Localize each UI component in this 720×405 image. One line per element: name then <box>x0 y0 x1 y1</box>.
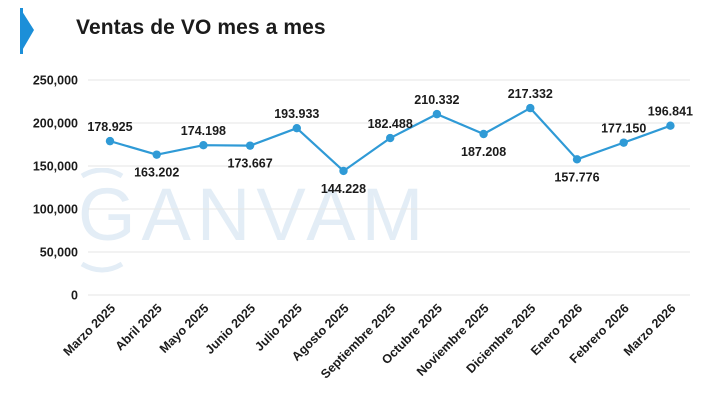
data-point <box>152 150 161 159</box>
y-tick-label: 150,000 <box>33 160 78 174</box>
data-label: 196.841 <box>648 105 693 119</box>
data-point <box>572 155 582 164</box>
data-label: 157.776 <box>554 170 599 184</box>
y-tick-label: 100,000 <box>33 203 78 217</box>
y-tick-label: 0 <box>71 289 78 303</box>
data-label: 182.488 <box>368 117 413 131</box>
data-label: 174.198 <box>181 124 226 138</box>
data-label: 178.925 <box>87 120 132 134</box>
accent-arrow-shape <box>20 8 34 54</box>
data-point <box>339 166 348 176</box>
data-label: 144.228 <box>321 182 366 196</box>
data-label: 173.667 <box>228 157 273 171</box>
data-point <box>479 129 488 139</box>
data-label: 177.150 <box>601 122 646 136</box>
data-point <box>199 140 208 150</box>
watermark-text: GANVAM <box>78 173 430 256</box>
data-label: 163.202 <box>134 166 179 180</box>
y-tick-label: 50,000 <box>40 246 78 260</box>
title-accent-arrow <box>20 8 34 54</box>
y-tick-label: 250,000 <box>33 74 78 88</box>
data-label: 210.332 <box>414 93 459 107</box>
data-point <box>292 124 301 133</box>
data-point <box>105 136 115 146</box>
data-label: 193.933 <box>274 107 319 121</box>
x-tick-label: Junio 2025 <box>203 301 259 357</box>
x-tick-label: Marzo 2025 <box>61 301 119 359</box>
data-point <box>432 109 442 119</box>
watermark-logo-icon <box>80 168 124 273</box>
chart-title: Ventas de VO mes a mes <box>76 16 326 39</box>
data-point <box>526 103 535 113</box>
data-point <box>619 138 628 147</box>
data-point <box>666 121 675 130</box>
y-tick-label: 200,000 <box>33 117 78 131</box>
data-label: 187.208 <box>461 145 506 159</box>
data-point <box>386 133 395 143</box>
data-point <box>245 141 255 150</box>
data-label: 217.332 <box>508 87 553 101</box>
